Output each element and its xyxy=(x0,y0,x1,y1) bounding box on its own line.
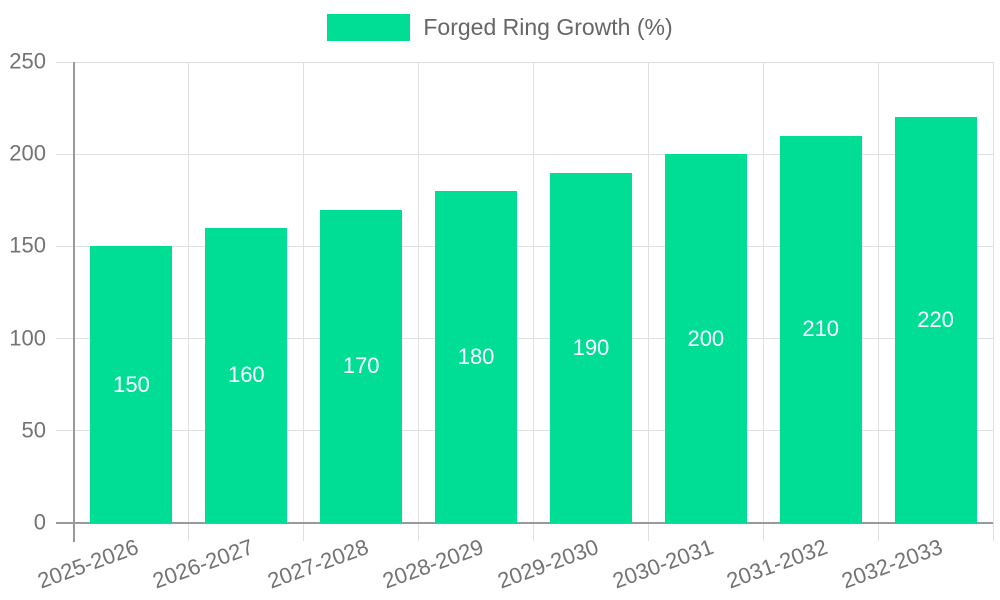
bar[interactable]: 190 xyxy=(549,172,632,523)
x-tick-label: 2028-2029 xyxy=(379,534,487,594)
bar-value-label: 200 xyxy=(687,325,725,351)
x-gridline xyxy=(992,62,994,541)
legend: Forged Ring Growth (%) xyxy=(0,14,1000,41)
y-tick-label: 0 xyxy=(33,509,46,535)
bar-value-label: 150 xyxy=(113,371,150,397)
x-tick-label: 2030-2031 xyxy=(608,534,717,594)
bar[interactable]: 220 xyxy=(894,117,977,523)
y-tick-label: 50 xyxy=(21,417,46,443)
x-gridline xyxy=(418,62,420,541)
bar[interactable]: 170 xyxy=(320,209,403,523)
y-tick-label: 150 xyxy=(9,232,46,258)
legend-swatch-icon xyxy=(327,14,411,41)
x-axis-line xyxy=(56,522,993,524)
legend-item-forged-ring-growth[interactable]: Forged Ring Growth (%) xyxy=(327,14,673,41)
x-tick-label: 2029-2030 xyxy=(494,534,602,594)
x-gridline xyxy=(762,62,764,541)
bar-value-label: 160 xyxy=(227,362,265,388)
y-tick-label: 250 xyxy=(9,48,46,74)
x-gridline xyxy=(647,62,649,541)
x-tick-label: 2026-2027 xyxy=(149,534,257,594)
x-gridline xyxy=(303,62,305,541)
x-tick-label: 2027-2028 xyxy=(264,534,372,594)
y-tick-label: 200 xyxy=(9,140,46,166)
y-tick-label: 100 xyxy=(9,325,46,351)
bar[interactable]: 200 xyxy=(664,154,747,523)
bar[interactable]: 180 xyxy=(435,191,518,523)
y-gridline xyxy=(56,61,993,63)
x-gridline xyxy=(877,62,879,541)
bar-value-label: 180 xyxy=(457,344,495,370)
bar[interactable]: 150 xyxy=(90,246,173,523)
bar[interactable]: 160 xyxy=(205,227,288,523)
x-gridline xyxy=(533,62,534,541)
bar-value-label: 210 xyxy=(802,316,840,342)
x-tick-label: 2032-2033 xyxy=(838,534,947,594)
y-gridline xyxy=(56,338,993,340)
bar-value-label: 170 xyxy=(342,353,380,379)
y-gridline xyxy=(56,245,993,247)
legend-label: Forged Ring Growth (%) xyxy=(423,14,673,40)
x-tick-label: 2025-2026 xyxy=(34,534,142,594)
bar[interactable]: 210 xyxy=(779,135,862,523)
x-tick-label: 2031-2032 xyxy=(723,534,832,594)
bar-value-label: 220 xyxy=(917,307,954,333)
bar-value-label: 190 xyxy=(572,334,610,360)
y-gridline xyxy=(56,430,993,432)
y-gridline xyxy=(56,153,993,155)
y-axis-line xyxy=(73,62,75,542)
x-gridline xyxy=(188,62,190,541)
